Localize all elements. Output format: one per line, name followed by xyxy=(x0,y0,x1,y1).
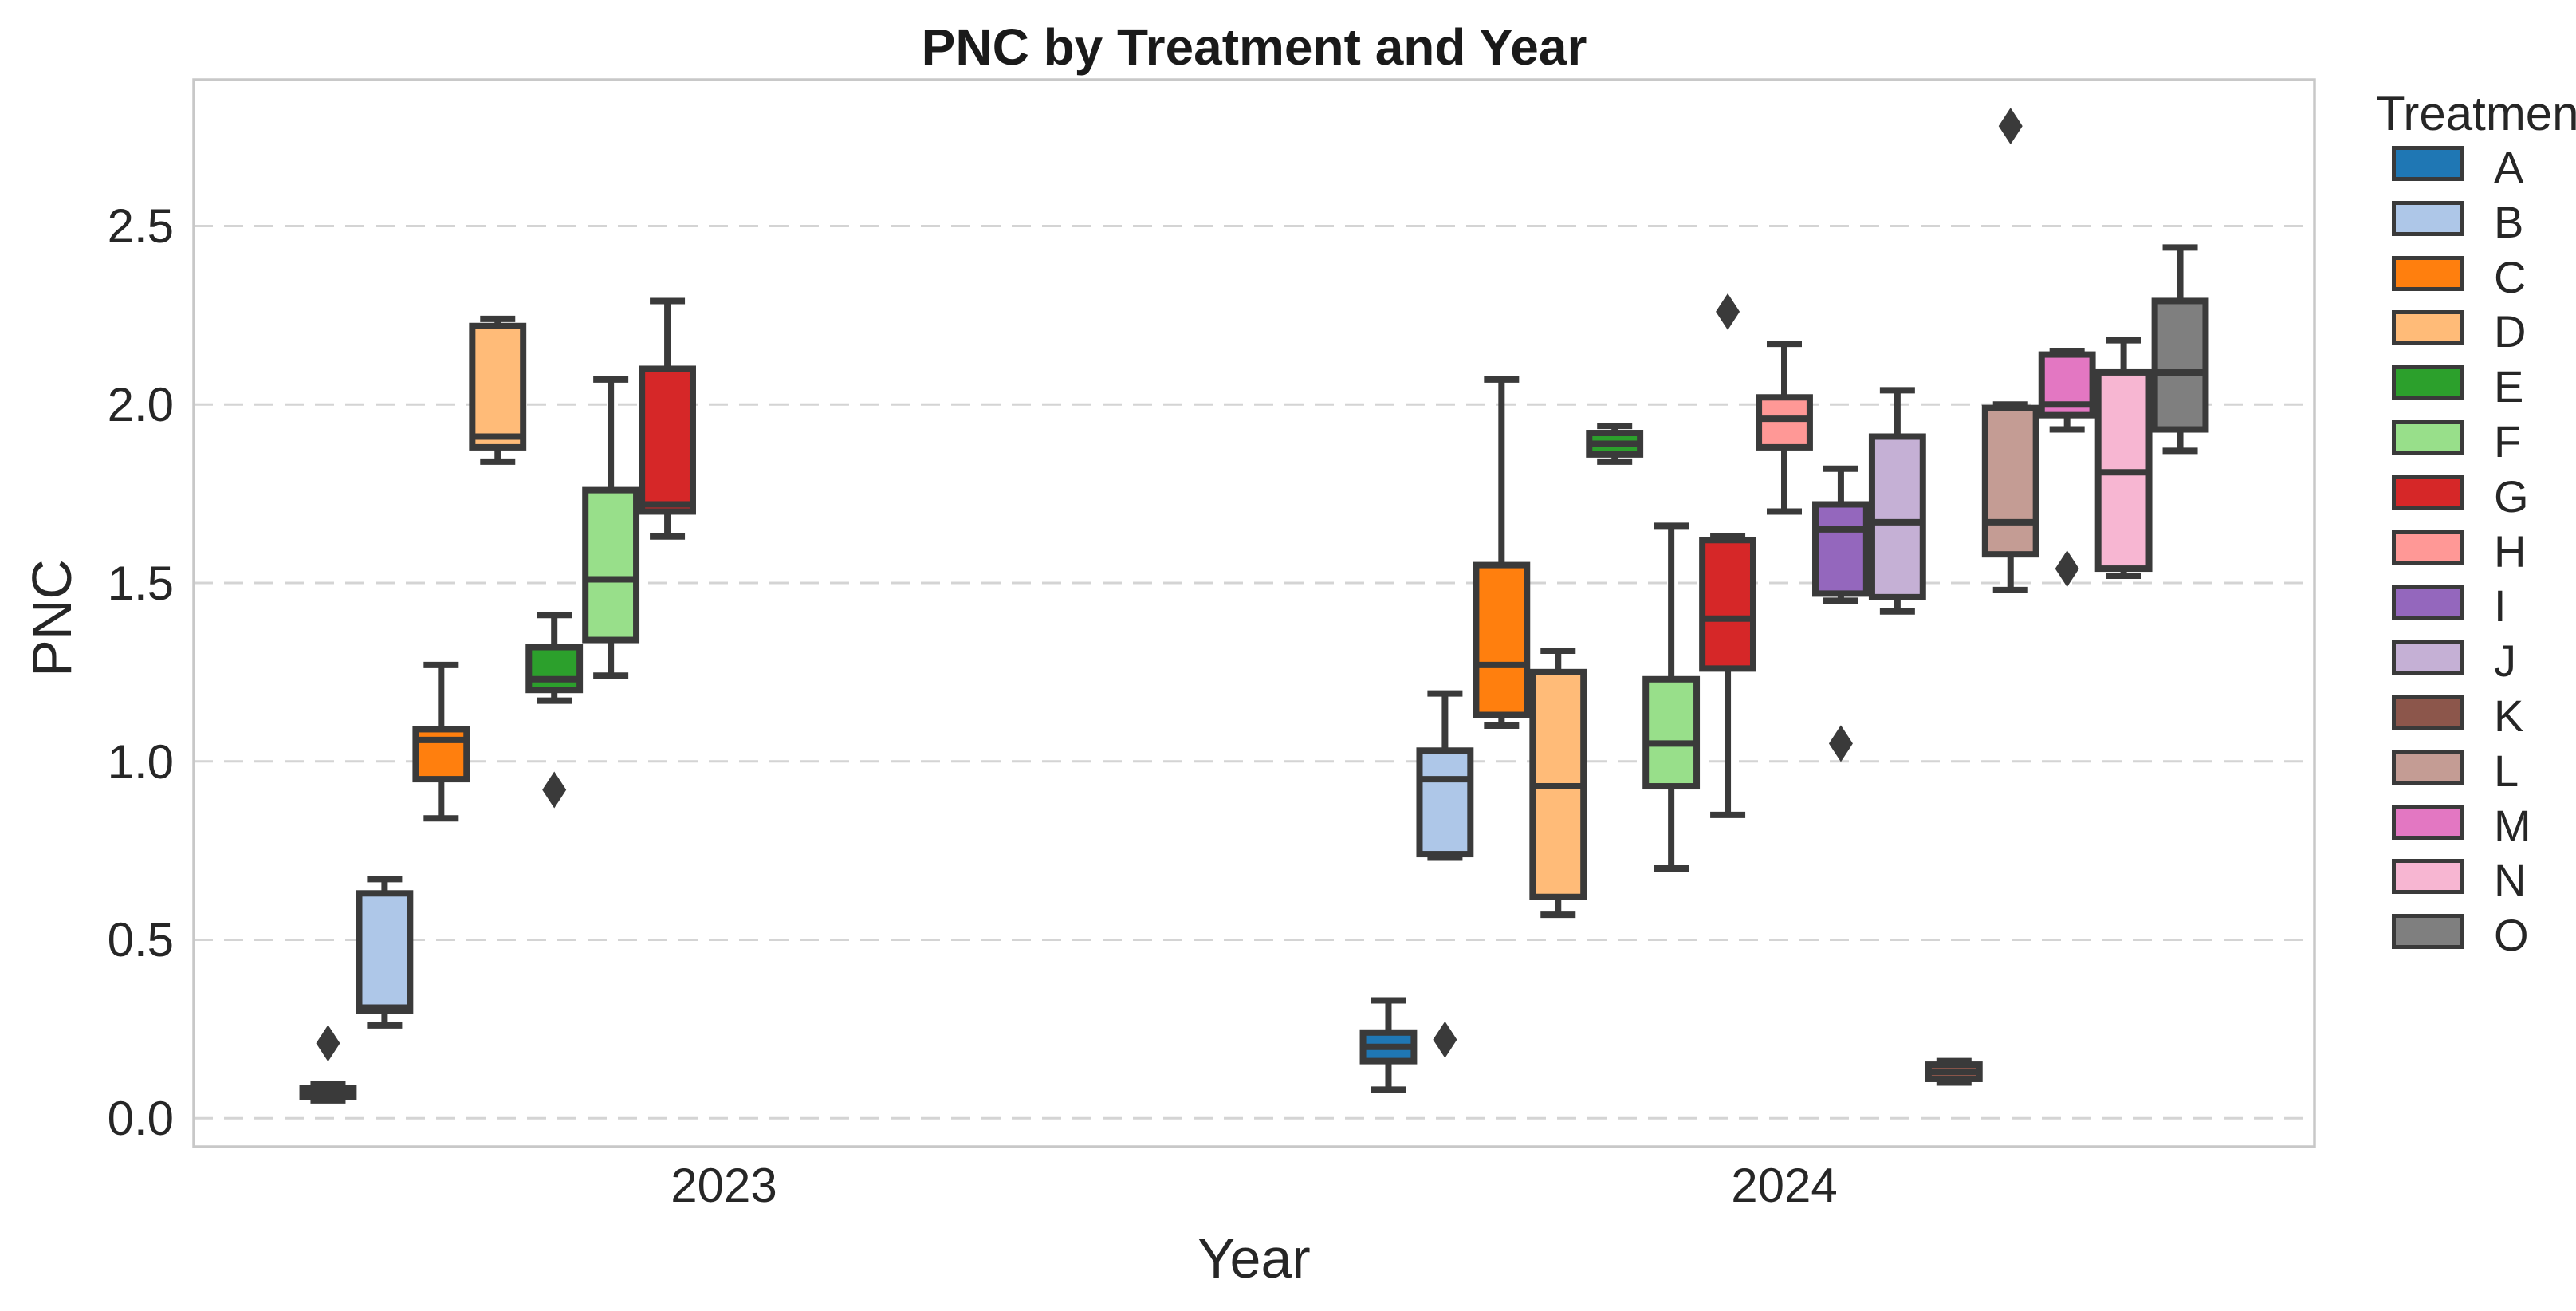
outlier-2024-G xyxy=(1716,293,1740,330)
plot-border xyxy=(192,78,2316,1148)
box-2024-J xyxy=(1868,387,1926,615)
x-axis-label: Year xyxy=(1198,1227,1311,1289)
x-tick-label: 2023 xyxy=(671,1159,777,1212)
outlier-2024-B xyxy=(1433,1021,1457,1058)
legend-swatch-L xyxy=(2392,749,2464,785)
outlier-2023-A xyxy=(316,1025,340,1062)
legend-entry-C: C xyxy=(2392,252,2575,302)
box-2024-B xyxy=(1416,690,1474,1058)
box-2024-L xyxy=(1981,108,2039,593)
legend-swatch-A xyxy=(2392,146,2464,181)
legend-swatch-I xyxy=(2392,585,2464,620)
legend-swatch-E xyxy=(2392,365,2464,401)
legend-label: C xyxy=(2494,251,2527,302)
legend-label: F xyxy=(2494,416,2522,467)
legend-label: A xyxy=(2494,142,2524,192)
y-tick-label: 1.5 xyxy=(107,556,174,610)
legend-entry-I: I xyxy=(2392,581,2575,631)
legend-swatch-B xyxy=(2392,200,2464,236)
box-2024-N xyxy=(2094,337,2153,580)
chart-title: PNC by Treatment and Year xyxy=(921,18,1587,76)
outlier-2024-L xyxy=(1998,108,2023,145)
legend-swatch-O xyxy=(2392,914,2464,950)
outlier-2024-I xyxy=(1828,725,1853,762)
legend-entry-N: N xyxy=(2392,855,2575,905)
legend-entry-F: F xyxy=(2392,416,2575,467)
legend-label: O xyxy=(2494,910,2529,961)
y-tick-label: 2.5 xyxy=(107,199,174,254)
legend-label: E xyxy=(2494,361,2524,412)
legend-swatch-G xyxy=(2392,474,2464,510)
box-2023-E xyxy=(525,612,584,809)
box-2024-I xyxy=(1812,465,1870,762)
box-2024-D xyxy=(1529,647,1587,919)
box-2023-A xyxy=(299,1025,357,1104)
legend-entry-O: O xyxy=(2392,910,2575,960)
legend-entry-J: J xyxy=(2392,636,2575,686)
outlier-2024-M xyxy=(2055,550,2079,588)
legend-entry-K: K xyxy=(2392,691,2575,741)
box-2024-M xyxy=(2038,348,2096,588)
box-2023-D xyxy=(469,315,527,465)
legend-label: B xyxy=(2494,196,2524,247)
legend-swatch-H xyxy=(2392,530,2464,565)
outlier-2023-E xyxy=(542,771,567,809)
box-2023-G xyxy=(639,297,696,540)
legend-entry-D: D xyxy=(2392,306,2575,356)
y-tick-label: 0.5 xyxy=(107,913,174,967)
legend-entry-E: E xyxy=(2392,361,2575,411)
box-2023-F xyxy=(582,376,640,679)
box-2024-G xyxy=(1699,293,1756,818)
legend-label: J xyxy=(2494,636,2516,687)
box-2024-H xyxy=(1756,341,1813,515)
legend-label: H xyxy=(2494,526,2527,577)
legend-label: K xyxy=(2494,691,2524,741)
box-2024-O xyxy=(2151,244,2209,455)
box-2024-K xyxy=(1925,1057,1983,1086)
legend-label: N xyxy=(2494,855,2527,906)
legend-swatch-J xyxy=(2392,640,2464,675)
box-2024-E xyxy=(1586,423,1644,465)
legend-swatch-F xyxy=(2392,420,2464,455)
legend-swatch-D xyxy=(2392,310,2464,346)
legend-swatch-M xyxy=(2392,804,2464,840)
legend-entry-M: M xyxy=(2392,801,2575,851)
legend-entry-A: A xyxy=(2392,142,2575,192)
legend-label: L xyxy=(2494,745,2519,796)
legend-title: Treatment xyxy=(2376,87,2576,140)
box-2024-F xyxy=(1642,522,1701,872)
legend-entry-G: G xyxy=(2392,471,2575,522)
box-2024-A xyxy=(1359,997,1418,1093)
legend-entry-B: B xyxy=(2392,197,2575,247)
box-2023-B xyxy=(356,876,414,1029)
legend-label: G xyxy=(2494,470,2529,522)
y-tick-label: 0.0 xyxy=(107,1092,174,1146)
legend-entry-H: H xyxy=(2392,526,2575,577)
y-tick-label: 2.0 xyxy=(107,378,174,432)
x-tick-label: 2024 xyxy=(1731,1159,1838,1212)
box-2024-C xyxy=(1473,376,1531,729)
legend-swatch-C xyxy=(2392,255,2464,291)
legend-entry-L: L xyxy=(2392,746,2575,796)
y-tick-label: 1.0 xyxy=(107,734,174,789)
legend-swatch-N xyxy=(2392,859,2464,895)
box-2023-C xyxy=(412,661,470,822)
legend-label: M xyxy=(2494,800,2531,851)
legend-label: I xyxy=(2494,581,2507,632)
legend-label: D xyxy=(2494,306,2527,357)
legend-swatch-K xyxy=(2392,695,2464,730)
